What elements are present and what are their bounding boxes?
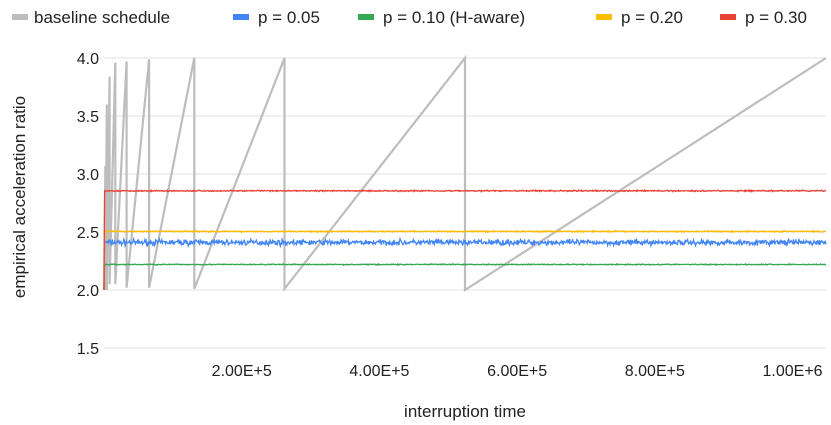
legend: baseline schedule p = 0.05 p = 0.10 (H-awa…: [12, 8, 807, 27]
legend-label: baseline schedule: [34, 8, 170, 27]
y-axis-title: empirical acceleration ratio: [10, 96, 29, 298]
x-tick-label: 6.00E+5: [487, 363, 547, 380]
legend-swatch: [358, 14, 374, 20]
y-tick-label: 4.0: [77, 51, 99, 68]
y-tick-label: 2.5: [77, 225, 99, 242]
series-line-4: [103, 188, 827, 291]
y-tick-label: 3.5: [77, 109, 99, 126]
legend-label: p = 0.10 (H-aware): [383, 8, 525, 27]
x-tick-label: 8.00E+5: [625, 363, 685, 380]
plot-area: [102, 54, 827, 293]
series-line-baseline: [102, 54, 827, 293]
series-line-1: [103, 236, 827, 291]
legend-label: p = 0.05: [258, 8, 320, 27]
legend-swatch: [596, 14, 612, 20]
legend-label: p = 0.30: [745, 8, 807, 27]
y-tick-label: 1.5: [77, 341, 99, 358]
x-tick-label: 1.00E+6: [763, 363, 823, 380]
series-line-3: [103, 229, 826, 291]
series-line-2: [103, 262, 827, 291]
y-tick-label: 2.0: [77, 283, 99, 300]
legend-swatch: [720, 14, 736, 20]
x-tick-label: 2.00E+5: [212, 363, 272, 380]
legend-swatch: [233, 14, 249, 20]
y-tick-label: 3.0: [77, 167, 99, 184]
legend-swatch: [12, 14, 28, 20]
axes: 1.5 2.0 2.5 3.0 3.5 4.0 2.00E+5 4.00E+5 6.00E+5 8…: [77, 51, 823, 380]
x-axis-title: interruption time: [404, 402, 526, 421]
x-tick-label: 4.00E+5: [349, 363, 409, 380]
legend-label: p = 0.20: [621, 8, 683, 27]
